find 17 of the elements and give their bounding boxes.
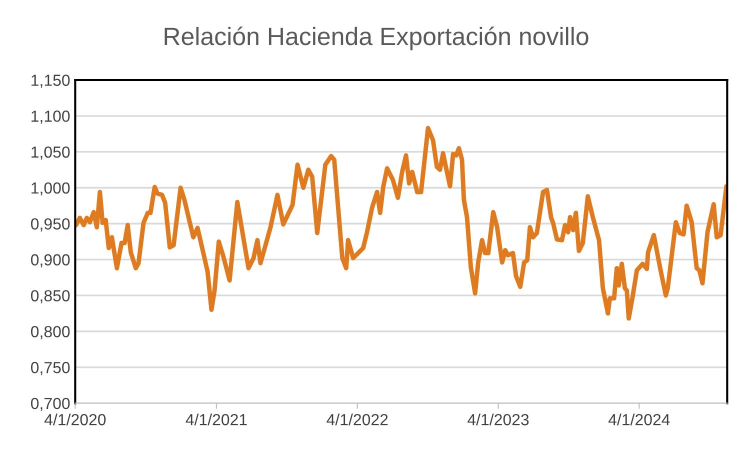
y-tick-label: 1,000 bbox=[32, 182, 70, 196]
y-tick-label: 0,700 bbox=[30, 398, 70, 412]
y-tick-label: 1,150 bbox=[32, 74, 70, 88]
y-tick-label: 0,850 bbox=[30, 290, 70, 304]
y-tick-label: 0,950 bbox=[30, 218, 70, 232]
line-series bbox=[75, 126, 728, 321]
x-tick-label: 4/1/2023 bbox=[468, 414, 529, 426]
y-tick-label: 0,900 bbox=[30, 254, 70, 268]
x-tick-label: 4/1/2021 bbox=[186, 414, 247, 426]
y-tick-label: 1,100 bbox=[32, 110, 70, 124]
x-tick-label: 4/1/2024 bbox=[608, 414, 670, 426]
x-tick-label: 4/1/2020 bbox=[44, 414, 106, 426]
x-tick-label: 4/1/2022 bbox=[326, 414, 388, 426]
y-tick-label: 0,800 bbox=[30, 326, 70, 340]
y-tick-label: 1,050 bbox=[32, 146, 70, 160]
chart-title: Relación Hacienda Exportación novillo bbox=[164, 26, 588, 50]
y-tick-label: 0,750 bbox=[30, 362, 70, 376]
